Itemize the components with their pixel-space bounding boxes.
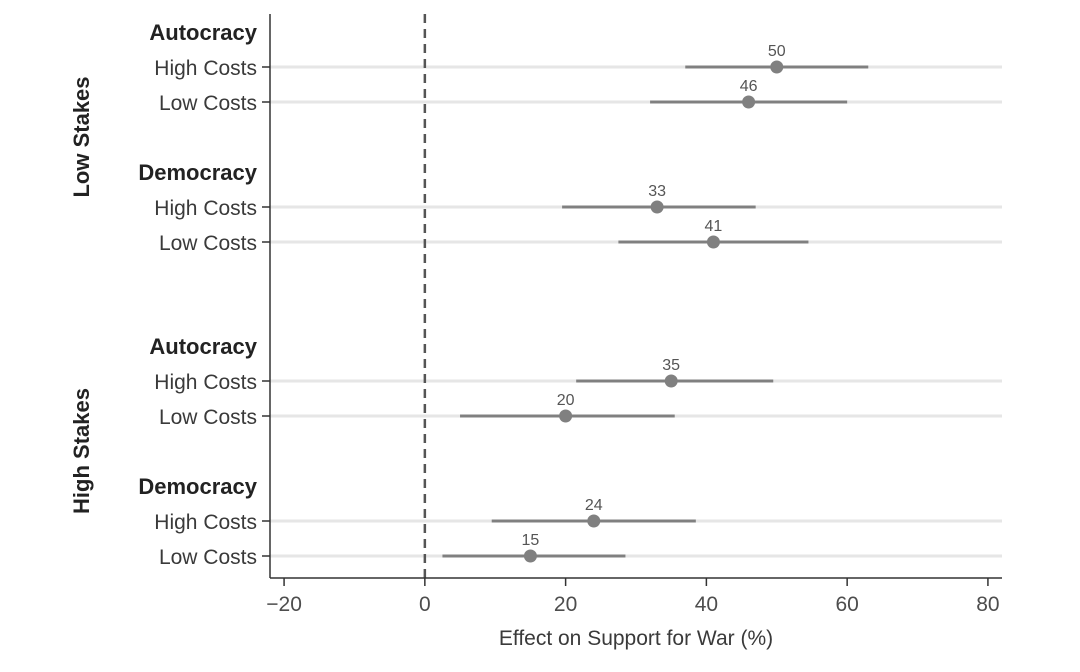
group-header: Democracy (138, 474, 257, 499)
panel-label: High Stakes (69, 388, 94, 514)
x-tick-label: 40 (695, 593, 718, 616)
row-label: High Costs (154, 511, 257, 534)
point-estimate (742, 95, 756, 109)
row-label: Low Costs (159, 232, 257, 255)
value-label: 35 (662, 357, 680, 374)
point-estimate (559, 409, 573, 423)
x-tick-label: 60 (835, 593, 858, 616)
point-estimate (650, 200, 664, 214)
panel-labels: Low Stakes High Stakes (69, 76, 94, 513)
group-header: Autocracy (149, 334, 257, 359)
value-label: 41 (705, 218, 723, 235)
point-estimates (523, 60, 784, 563)
point-estimate (770, 60, 784, 74)
point-estimate (664, 374, 678, 388)
x-tick-label: −20 (266, 593, 302, 616)
value-label: 50 (768, 43, 786, 60)
confidence-intervals (442, 65, 869, 558)
x-tick-label: 20 (554, 593, 577, 616)
axes (262, 14, 1002, 579)
value-label: 20 (557, 392, 575, 409)
point-estimate (523, 549, 537, 563)
group-header: Democracy (138, 160, 257, 185)
row-label: Low Costs (159, 546, 257, 569)
x-tick-label: 80 (976, 593, 999, 616)
value-label: 33 (648, 183, 666, 200)
x-tick-label: 0 (419, 593, 431, 616)
row-label: Low Costs (159, 406, 257, 429)
group-header: Autocracy (149, 20, 257, 45)
panel-label: Low Stakes (69, 76, 94, 197)
x-axis-ticks: −20 0 20 40 60 80 (266, 578, 1000, 616)
value-label: 15 (522, 532, 540, 549)
value-label: 24 (585, 497, 603, 514)
row-label: High Costs (154, 197, 257, 220)
value-labels: 50 46 33 41 35 20 24 15 (522, 43, 786, 549)
point-estimate (587, 514, 601, 528)
y-axis-labels: Autocracy High Costs Low Costs Democracy Hig… (138, 20, 257, 569)
value-label: 46 (740, 78, 758, 95)
row-label: Low Costs (159, 92, 257, 115)
row-gridlines (270, 65, 1002, 558)
row-label: High Costs (154, 57, 257, 80)
point-estimate (706, 235, 720, 249)
row-label: High Costs (154, 371, 257, 394)
x-axis-title: Effect on Support for War (%) (499, 627, 773, 650)
